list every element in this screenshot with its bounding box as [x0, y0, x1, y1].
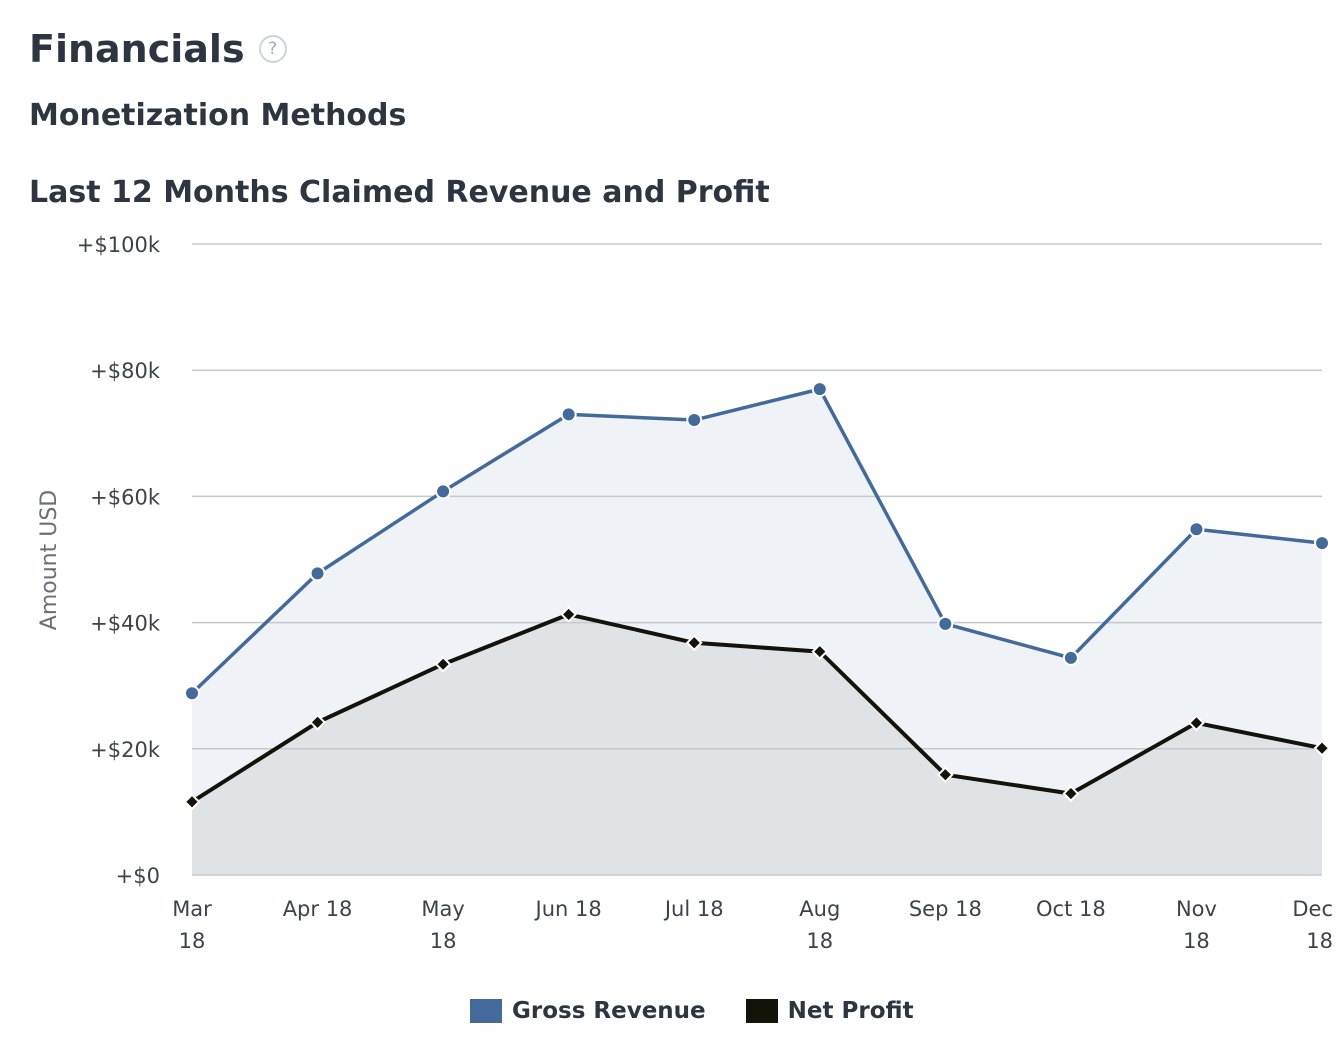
line-gross-revenue — [190, 387, 1323, 695]
y-tick-label: +$20k — [90, 738, 161, 762]
point-net-profit — [811, 643, 829, 661]
x-tick-label: Oct 18 — [1036, 897, 1106, 921]
point-gross-revenue — [184, 685, 200, 702]
revenue-profit-chart: +$0 +$20k +$40k +$60k +$80k +$100k Amount USD M… — [37, 233, 1333, 953]
y-tick-label: +$40k — [90, 612, 161, 636]
x-tick-label: Aug 18 — [799, 897, 840, 953]
point-net-profit — [685, 634, 703, 652]
area-net-profit — [192, 614, 1322, 875]
legend-item-net-profit[interactable]: Net Profit — [745, 998, 914, 1024]
point-gross-revenue — [811, 381, 828, 398]
y-tick-label: +$60k — [90, 485, 161, 509]
help-icon[interactable]: ? — [258, 35, 287, 63]
section-title: Monetization Methods — [29, 98, 407, 133]
point-net-profit — [183, 793, 201, 811]
x-tick-label: Dec 18 — [1292, 897, 1333, 953]
x-tick-label: Apr 18 — [283, 897, 353, 921]
point-gross-revenue — [1188, 521, 1205, 538]
chart-legend: Gross Revenue Net Profit — [470, 998, 914, 1024]
legend-label-net-profit: Net Profit — [787, 998, 914, 1024]
chart-title: Last 12 Months Claimed Revenue and Profi… — [29, 175, 770, 210]
y-tick-label: +$80k — [90, 359, 161, 383]
point-net-profit — [434, 655, 452, 673]
x-tick-label: Mar 18 — [172, 897, 212, 953]
x-tick-label: May 18 — [421, 897, 464, 953]
line-net-profit — [190, 612, 1323, 804]
point-net-profit — [309, 713, 326, 731]
legend-swatch-gross-revenue — [470, 999, 502, 1023]
point-net-profit — [1313, 739, 1331, 757]
point-gross-revenue — [309, 565, 326, 582]
point-net-profit — [936, 766, 954, 784]
legend-item-gross-revenue[interactable]: Gross Revenue — [470, 998, 706, 1024]
point-gross-revenue — [686, 412, 703, 429]
page-title: Financials ? — [29, 24, 287, 74]
point-net-profit — [1188, 714, 1205, 732]
x-tick-label: Jun 18 — [534, 897, 602, 921]
point-gross-revenue — [560, 406, 577, 423]
legend-swatch-net-profit — [745, 999, 778, 1023]
point-net-profit — [560, 605, 578, 623]
point-net-profit — [1062, 785, 1080, 803]
x-tick-label: Jul 18 — [663, 897, 724, 921]
point-gross-revenue — [937, 615, 954, 632]
x-tick-label: Nov 18 — [1176, 897, 1217, 953]
x-tick-label: Sep 18 — [909, 897, 982, 921]
page-title-text: Financials — [29, 27, 245, 71]
y-tick-label: +$0 — [116, 864, 160, 888]
point-gross-revenue — [1062, 649, 1079, 666]
point-gross-revenue — [435, 483, 452, 500]
point-gross-revenue — [1314, 535, 1330, 552]
legend-label-gross-revenue: Gross Revenue — [512, 998, 706, 1024]
y-axis-title: Amount USD — [37, 490, 62, 630]
y-tick-label: +$100k — [77, 233, 161, 257]
